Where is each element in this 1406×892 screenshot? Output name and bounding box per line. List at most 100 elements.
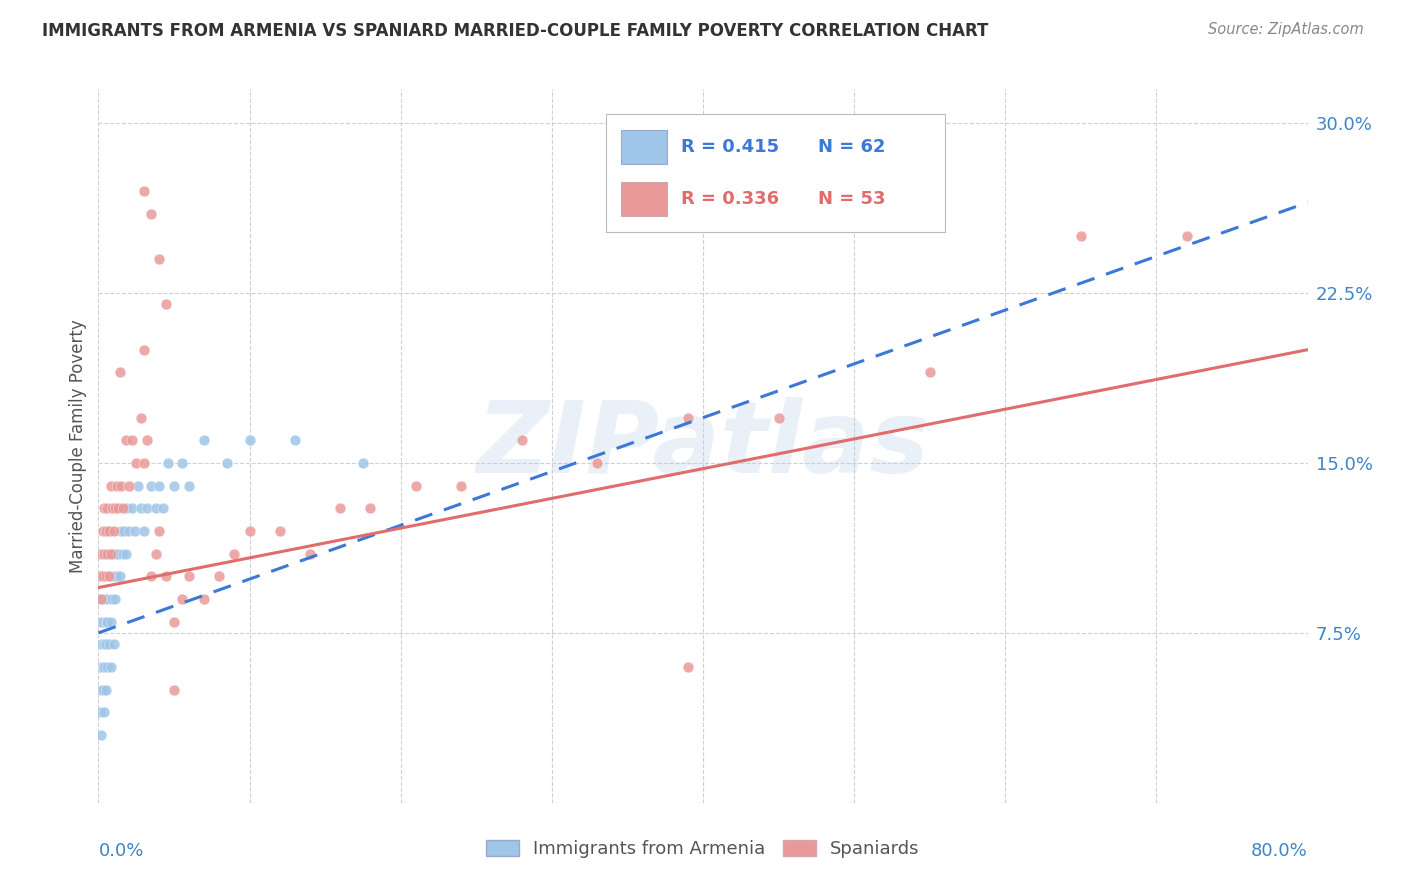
Point: [104, 547, 127, 561]
Bar: [621, 130, 666, 164]
Text: 80.0%: 80.0%: [1251, 842, 1308, 860]
Point: [107, 501, 129, 516]
Point: [90, 591, 112, 606]
Point: [103, 524, 125, 538]
Point: [179, 478, 201, 492]
Point: [94, 615, 117, 629]
Point: [193, 434, 215, 448]
Point: [96, 547, 118, 561]
Point: [112, 524, 135, 538]
Point: [96, 501, 118, 516]
Point: [96, 660, 118, 674]
Point: [94, 569, 117, 583]
Point: [110, 524, 132, 538]
Point: [90, 547, 112, 561]
Point: [1070, 229, 1092, 244]
Point: [93, 501, 115, 516]
Point: [91, 682, 114, 697]
Point: [141, 569, 163, 583]
Text: Source: ZipAtlas.com: Source: ZipAtlas.com: [1208, 22, 1364, 37]
Point: [104, 591, 127, 606]
Point: [121, 434, 143, 448]
Point: [100, 660, 122, 674]
Bar: [621, 182, 666, 216]
Point: [94, 682, 117, 697]
Point: [96, 591, 118, 606]
Point: [179, 569, 201, 583]
Point: [1175, 229, 1198, 244]
Point: [98, 524, 121, 538]
Point: [93, 547, 115, 561]
Point: [129, 501, 152, 516]
Point: [676, 660, 699, 674]
Point: [193, 591, 215, 606]
Point: [105, 569, 128, 583]
Point: [129, 410, 152, 425]
Point: [156, 456, 179, 470]
Point: [89, 660, 111, 674]
Text: 0.0%: 0.0%: [98, 842, 143, 860]
Point: [224, 547, 246, 561]
Point: [93, 591, 115, 606]
Point: [91, 569, 114, 583]
Point: [299, 547, 322, 561]
Text: R = 0.415: R = 0.415: [682, 138, 779, 156]
Y-axis label: Married-Couple Family Poverty: Married-Couple Family Poverty: [69, 319, 87, 573]
Point: [132, 456, 155, 470]
Point: [450, 478, 472, 492]
Point: [111, 501, 134, 516]
Point: [141, 207, 163, 221]
Point: [132, 343, 155, 357]
Point: [93, 660, 115, 674]
Point: [510, 434, 533, 448]
Point: [115, 501, 138, 516]
Point: [98, 569, 121, 583]
Text: N = 53: N = 53: [818, 190, 886, 208]
Text: ZIPatlas: ZIPatlas: [477, 398, 929, 494]
Point: [155, 569, 177, 583]
Point: [101, 501, 124, 516]
Point: [118, 478, 141, 492]
Point: [107, 547, 129, 561]
Point: [100, 478, 122, 492]
Point: [90, 728, 112, 742]
Point: [104, 501, 127, 516]
Point: [145, 547, 167, 561]
Point: [208, 569, 231, 583]
Point: [125, 456, 148, 470]
Point: [114, 434, 136, 448]
Point: [148, 478, 170, 492]
Point: [91, 660, 114, 674]
Point: [239, 434, 262, 448]
Point: [93, 705, 115, 719]
Point: [152, 501, 174, 516]
Point: [90, 682, 112, 697]
Point: [124, 524, 146, 538]
Point: [121, 501, 143, 516]
Point: [110, 478, 132, 492]
Point: [89, 569, 111, 583]
Point: [163, 615, 186, 629]
Point: [91, 615, 114, 629]
Point: [100, 569, 122, 583]
Point: [163, 478, 186, 492]
Point: [98, 637, 121, 651]
Point: [145, 501, 167, 516]
Point: [91, 524, 114, 538]
Point: [170, 456, 193, 470]
Point: [141, 478, 163, 492]
Point: [170, 591, 193, 606]
Legend: Immigrants from Armenia, Spaniards: Immigrants from Armenia, Spaniards: [479, 832, 927, 865]
Point: [405, 478, 427, 492]
Point: [918, 365, 941, 379]
Point: [135, 434, 157, 448]
Point: [155, 297, 177, 311]
Point: [94, 569, 117, 583]
Point: [352, 456, 374, 470]
Point: [586, 456, 609, 470]
Point: [239, 524, 262, 538]
Point: [94, 524, 117, 538]
Text: R = 0.336: R = 0.336: [682, 190, 779, 208]
Point: [101, 547, 124, 561]
Point: [269, 524, 291, 538]
